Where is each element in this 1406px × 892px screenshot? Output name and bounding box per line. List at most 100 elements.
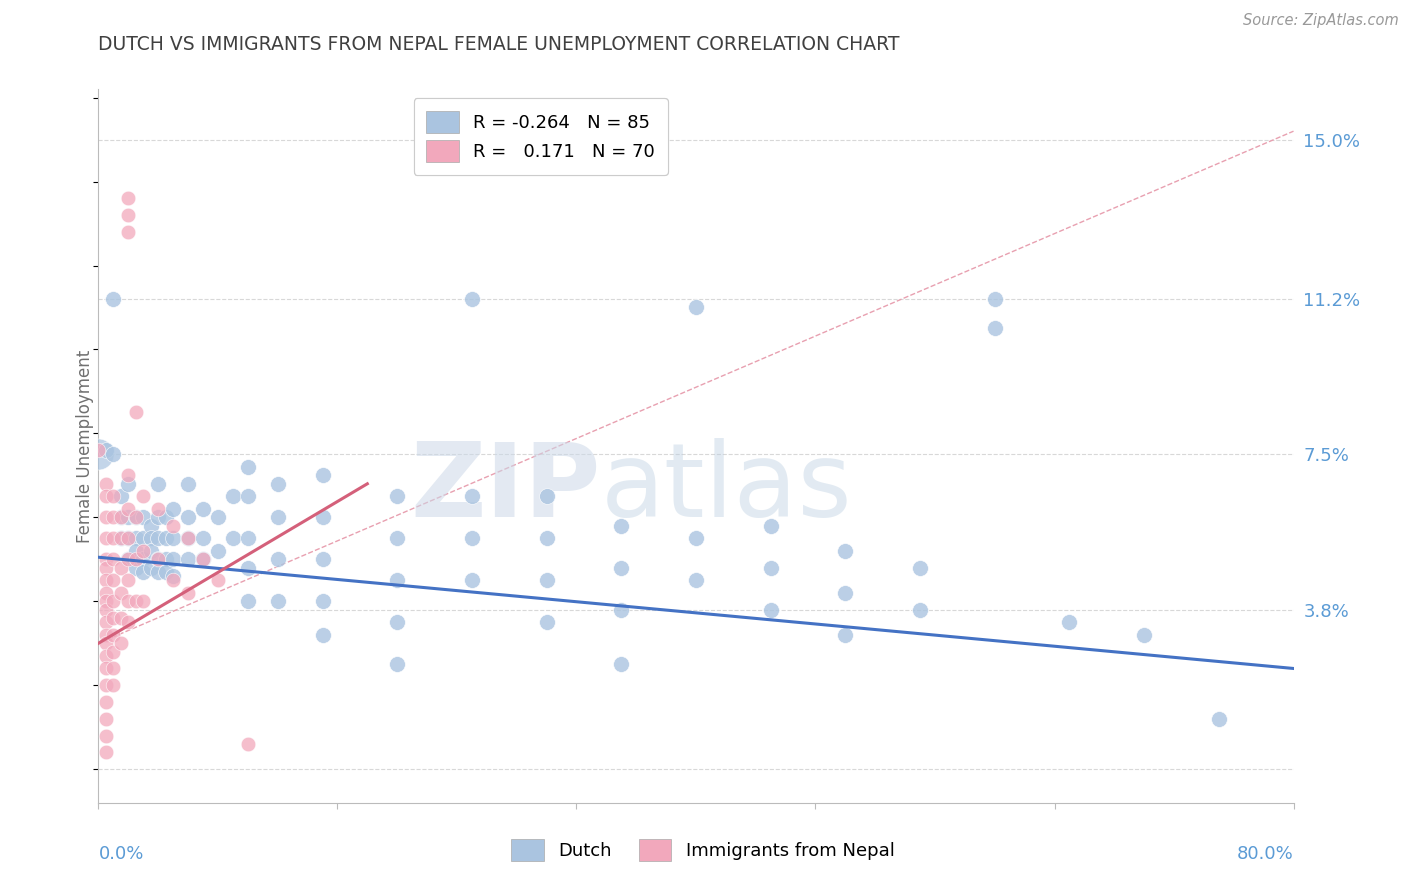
Point bbox=[94, 746, 117, 760]
Point bbox=[610, 657, 633, 672]
Point bbox=[117, 476, 139, 491]
Point bbox=[94, 615, 117, 630]
Point bbox=[148, 552, 170, 566]
Point bbox=[236, 560, 259, 574]
Point bbox=[610, 560, 633, 574]
Point bbox=[461, 532, 484, 546]
Point bbox=[267, 594, 290, 608]
Point bbox=[132, 532, 155, 546]
Point bbox=[536, 615, 558, 630]
Text: Source: ZipAtlas.com: Source: ZipAtlas.com bbox=[1243, 13, 1399, 29]
Point bbox=[94, 443, 117, 458]
Point bbox=[177, 586, 200, 600]
Point bbox=[132, 552, 155, 566]
Point bbox=[311, 468, 333, 483]
Text: atlas: atlas bbox=[600, 438, 852, 540]
Point bbox=[117, 468, 139, 483]
Point bbox=[103, 611, 125, 625]
Point bbox=[117, 191, 139, 205]
Point bbox=[222, 489, 245, 503]
Point bbox=[461, 292, 484, 306]
Text: ZIP: ZIP bbox=[411, 438, 600, 540]
Point bbox=[148, 502, 170, 516]
Point bbox=[103, 661, 125, 675]
Point bbox=[311, 628, 333, 642]
Point bbox=[461, 574, 484, 588]
Point bbox=[125, 552, 148, 566]
Point bbox=[236, 489, 259, 503]
Point bbox=[87, 443, 110, 458]
Point bbox=[155, 532, 177, 546]
Point bbox=[759, 518, 782, 533]
Point bbox=[125, 510, 148, 524]
Point bbox=[103, 510, 125, 524]
Point bbox=[267, 510, 290, 524]
Point bbox=[94, 532, 117, 546]
Point bbox=[125, 594, 148, 608]
Text: 0.0%: 0.0% bbox=[98, 845, 143, 863]
Point bbox=[759, 603, 782, 617]
Point bbox=[311, 552, 333, 566]
Text: 80.0%: 80.0% bbox=[1237, 845, 1294, 863]
Point bbox=[94, 586, 117, 600]
Point bbox=[87, 447, 110, 461]
Point bbox=[125, 405, 148, 419]
Point bbox=[94, 489, 117, 503]
Point bbox=[139, 560, 162, 574]
Point bbox=[311, 594, 333, 608]
Point bbox=[94, 510, 117, 524]
Point bbox=[94, 476, 117, 491]
Point bbox=[162, 552, 184, 566]
Point bbox=[222, 532, 245, 546]
Point bbox=[177, 476, 200, 491]
Point bbox=[94, 560, 117, 574]
Point bbox=[148, 552, 170, 566]
Point bbox=[685, 301, 707, 315]
Point bbox=[155, 510, 177, 524]
Point bbox=[110, 611, 132, 625]
Point bbox=[94, 648, 117, 663]
Point bbox=[125, 544, 148, 558]
Point bbox=[385, 532, 409, 546]
Point bbox=[117, 225, 139, 239]
Text: DUTCH VS IMMIGRANTS FROM NEPAL FEMALE UNEMPLOYMENT CORRELATION CHART: DUTCH VS IMMIGRANTS FROM NEPAL FEMALE UN… bbox=[98, 35, 900, 54]
Point bbox=[162, 518, 184, 533]
Point bbox=[536, 574, 558, 588]
Point bbox=[103, 628, 125, 642]
Point bbox=[155, 565, 177, 579]
Point bbox=[110, 586, 132, 600]
Point bbox=[162, 574, 184, 588]
Point bbox=[236, 737, 259, 751]
Point bbox=[110, 560, 132, 574]
Point bbox=[155, 552, 177, 566]
Point bbox=[191, 532, 214, 546]
Point bbox=[103, 552, 125, 566]
Point bbox=[191, 502, 214, 516]
Point bbox=[139, 544, 162, 558]
Point bbox=[132, 565, 155, 579]
Point bbox=[110, 532, 132, 546]
Point bbox=[125, 532, 148, 546]
Point bbox=[94, 628, 117, 642]
Point bbox=[236, 594, 259, 608]
Point bbox=[191, 552, 214, 566]
Point bbox=[94, 712, 117, 726]
Point bbox=[94, 636, 117, 650]
Point bbox=[132, 489, 155, 503]
Point bbox=[834, 544, 856, 558]
Point bbox=[103, 489, 125, 503]
Point bbox=[94, 574, 117, 588]
Point bbox=[103, 678, 125, 692]
Point bbox=[685, 574, 707, 588]
Point bbox=[536, 532, 558, 546]
Point bbox=[94, 678, 117, 692]
Point bbox=[834, 586, 856, 600]
Point bbox=[132, 594, 155, 608]
Point bbox=[207, 510, 229, 524]
Point bbox=[110, 532, 132, 546]
Legend: Dutch, Immigrants from Nepal: Dutch, Immigrants from Nepal bbox=[499, 827, 907, 874]
Point bbox=[177, 532, 200, 546]
Point bbox=[610, 518, 633, 533]
Point bbox=[117, 502, 139, 516]
Point bbox=[94, 594, 117, 608]
